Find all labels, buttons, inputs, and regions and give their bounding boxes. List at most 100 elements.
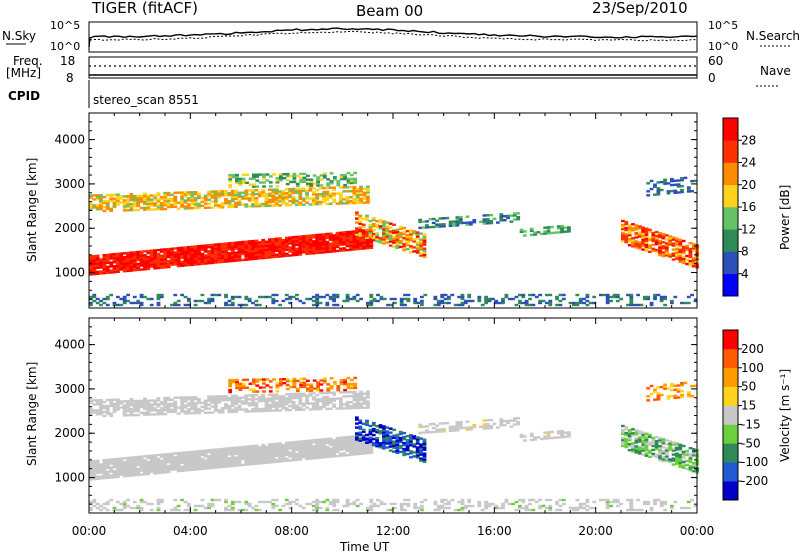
power-cell	[122, 258, 127, 261]
velocity-cell	[315, 442, 320, 446]
velocity-cell	[415, 438, 420, 441]
velocity-cell	[664, 443, 669, 446]
velocity-cell	[435, 428, 439, 431]
power-cell	[257, 243, 262, 246]
velocity-cell	[553, 436, 558, 439]
velocity-cell	[326, 383, 331, 386]
velocity-cell	[230, 408, 235, 412]
velocity-cell	[176, 461, 181, 465]
power-cell	[359, 229, 363, 232]
power-cell	[234, 245, 238, 248]
velocity-cell	[656, 498, 661, 502]
power-cell	[631, 239, 635, 242]
power-cell	[183, 191, 188, 194]
velocity-cell	[529, 434, 534, 438]
velocity-cell	[166, 404, 171, 408]
velocity-cell	[666, 397, 671, 400]
power-cell	[355, 241, 360, 245]
velocity-cell	[295, 454, 299, 458]
power-cell	[524, 303, 529, 307]
power-cell	[362, 197, 367, 200]
velocity-cell	[375, 425, 380, 428]
velocity-cell	[504, 500, 509, 504]
velocity-cell	[624, 445, 629, 449]
velocity-cell	[92, 459, 97, 463]
power-cell	[183, 248, 188, 251]
power-cell	[252, 183, 256, 186]
velocity-cell	[528, 498, 532, 502]
velocity-cell	[521, 500, 526, 504]
power-cell	[641, 238, 646, 241]
power-cell	[306, 184, 310, 187]
power-cell	[190, 255, 195, 258]
velocity-cell	[281, 452, 286, 455]
velocity-cell	[132, 458, 137, 461]
velocity-cell	[686, 393, 691, 396]
velocity-cell	[203, 399, 208, 402]
velocity-cell	[392, 428, 396, 431]
power-cell	[402, 232, 407, 236]
velocity-cell	[251, 398, 255, 401]
velocity-cell	[214, 456, 218, 459]
power-cell	[129, 197, 134, 200]
power-cell	[305, 244, 309, 248]
velocity-cell	[392, 436, 396, 439]
velocity-cell	[95, 465, 100, 468]
velocity-cell	[274, 458, 279, 461]
power-cell	[342, 186, 347, 189]
velocity-cell	[455, 429, 460, 432]
velocity-cell	[418, 423, 423, 427]
velocity-cell	[156, 459, 161, 463]
power-cell	[261, 252, 266, 256]
velocity-cell	[361, 434, 366, 437]
power-cell	[301, 189, 306, 192]
velocity-cell	[315, 452, 320, 456]
velocity-cell	[336, 389, 341, 392]
velocity-cell	[227, 508, 232, 512]
power-cell	[685, 248, 689, 252]
power-cell	[634, 232, 639, 235]
power-cell	[203, 200, 208, 203]
power-cell	[322, 235, 326, 238]
velocity-cell	[298, 452, 303, 455]
power-cell	[187, 263, 191, 267]
power-cell	[241, 244, 245, 248]
velocity-cell	[318, 446, 323, 449]
power-cell	[328, 297, 333, 301]
power-cell	[382, 236, 386, 239]
velocity-cell	[255, 378, 260, 381]
velocity-cell	[146, 407, 151, 410]
power-cell	[284, 192, 289, 195]
velocity-cell	[295, 392, 299, 396]
power-cell	[685, 244, 689, 248]
velocity-cell	[651, 444, 656, 448]
velocity-cell	[153, 407, 157, 410]
power-cell	[95, 256, 100, 259]
power-cell	[405, 230, 410, 233]
power-cell	[241, 250, 245, 254]
power-cell	[654, 236, 659, 240]
velocity-cell	[352, 390, 357, 394]
power-cell	[634, 240, 639, 243]
velocity-cell	[512, 419, 517, 422]
power-cell	[92, 256, 97, 260]
power-cell	[352, 197, 357, 201]
velocity-cell	[375, 439, 380, 442]
velocity-cell	[119, 459, 124, 462]
velocity-cell	[271, 395, 276, 398]
power-cell	[166, 259, 171, 263]
velocity-cell	[558, 508, 563, 512]
velocity-cell	[284, 401, 289, 404]
velocity-cell	[539, 437, 544, 441]
velocity-cell	[409, 442, 413, 445]
velocity-cell	[247, 447, 252, 450]
velocity-cell	[382, 441, 386, 444]
velocity-cell	[448, 429, 453, 432]
power-cell	[244, 193, 249, 196]
power-cell	[207, 246, 211, 249]
velocity-cell	[129, 412, 134, 415]
velocity-cell	[543, 437, 548, 440]
velocity-cell	[506, 421, 510, 425]
velocity-cell	[132, 474, 137, 477]
velocity-cell	[187, 458, 191, 462]
